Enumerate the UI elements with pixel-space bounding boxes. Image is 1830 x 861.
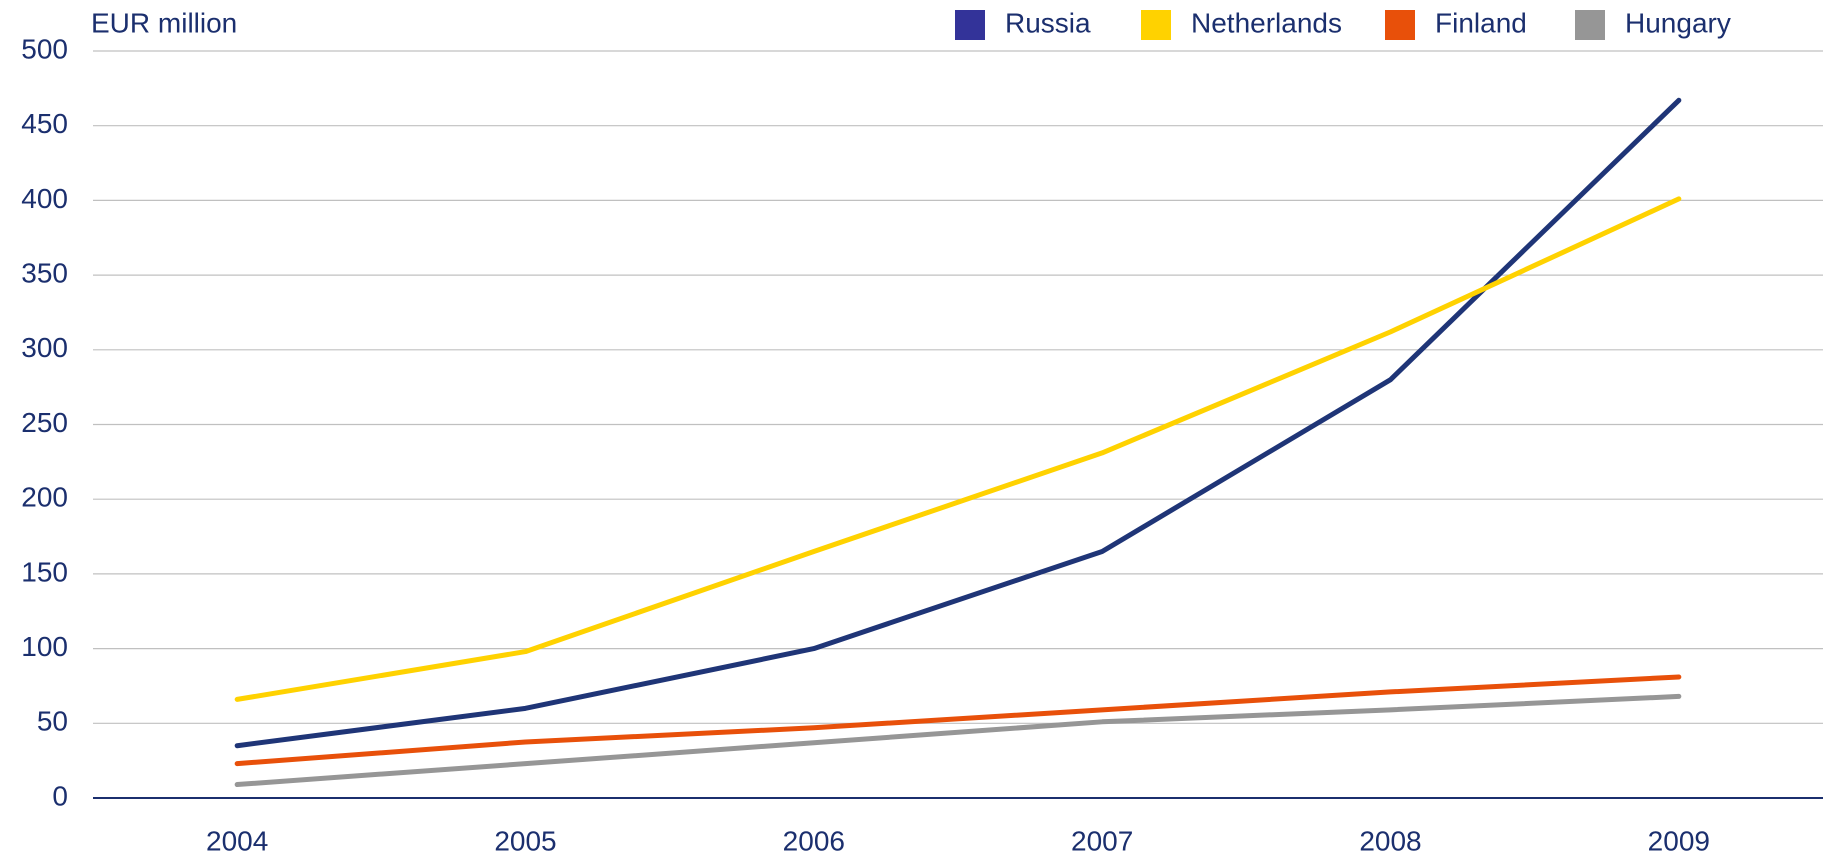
y-tick-label: 350	[21, 257, 68, 288]
y-tick-label: 200	[21, 482, 68, 513]
y-axis-label: EUR million	[91, 7, 237, 38]
x-tick-label: 2008	[1359, 825, 1421, 856]
legend-label: Finland	[1435, 7, 1527, 38]
legend-swatch	[1385, 10, 1415, 40]
y-tick-label: 300	[21, 332, 68, 363]
x-tick-label: 2005	[494, 825, 556, 856]
x-tick-label: 2006	[783, 825, 845, 856]
legend-swatch	[1575, 10, 1605, 40]
line-series	[234, 674, 1682, 767]
line-series	[234, 693, 1682, 788]
y-tick-label: 250	[21, 407, 68, 438]
y-tick-label: 0	[52, 780, 68, 811]
y-tick-label: 150	[21, 556, 68, 587]
legend-swatch	[955, 10, 985, 40]
legend-label: Russia	[1005, 7, 1091, 38]
x-tick-label: 2007	[1071, 825, 1133, 856]
legend-label: Hungary	[1625, 7, 1731, 38]
line-series	[234, 97, 1682, 749]
x-tick-label: 2004	[206, 825, 268, 856]
y-tick-label: 400	[21, 183, 68, 214]
y-tick-label: 50	[37, 706, 68, 737]
line-series	[234, 196, 1682, 702]
x-tick-label: 2009	[1648, 825, 1710, 856]
legend-label: Netherlands	[1191, 7, 1342, 38]
y-tick-label: 450	[21, 108, 68, 139]
legend-swatch	[1141, 10, 1171, 40]
y-tick-label: 100	[21, 631, 68, 662]
y-tick-label: 500	[21, 33, 68, 64]
